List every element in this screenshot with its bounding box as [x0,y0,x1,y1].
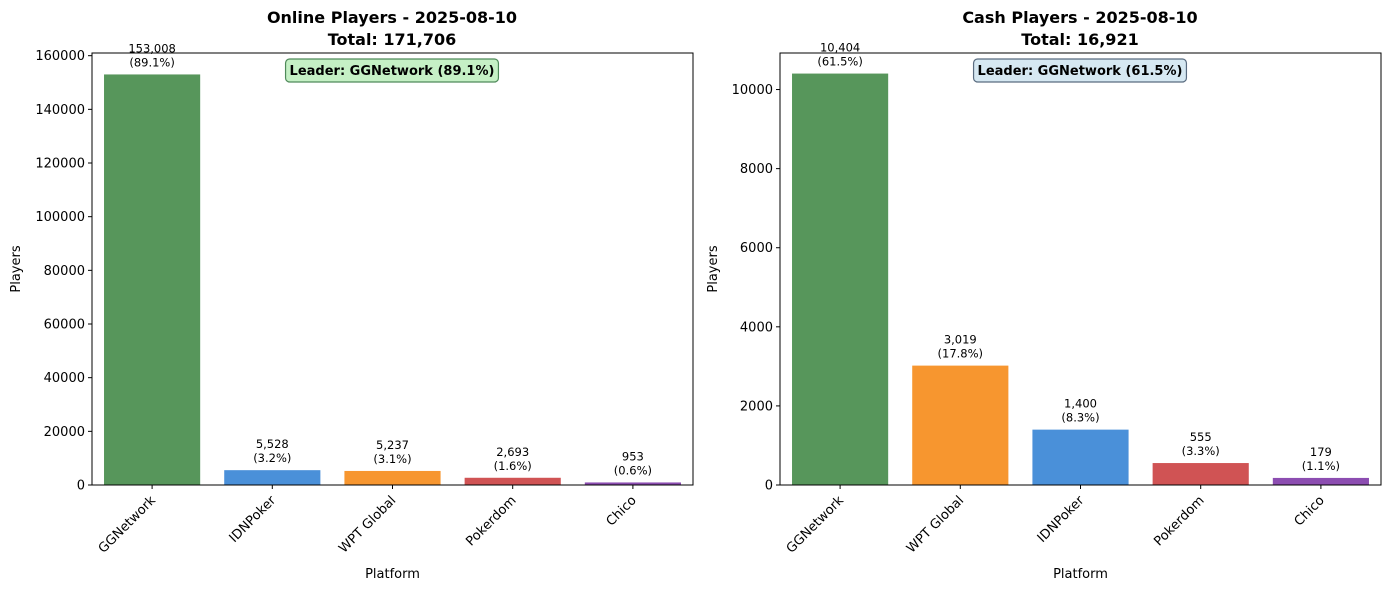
chart2-leader-box [972,58,1188,83]
chart1-pct-label-pokerdom: (1.6%) [494,459,532,473]
chart1-ytick-label-140000: 140000 [35,103,85,118]
chart1-value-label-wpt-global: 5,237 [376,438,409,452]
chart2-value-label-idnpoker: 1,400 [1064,397,1097,411]
chart2-x-axis-label: Platform [1053,567,1108,582]
chart2-y-axis-label: Players [706,245,721,292]
chart2-value-label-ggnetwork: 10,404 [820,41,860,55]
chart2-ytick-label-6000: 6000 [740,241,773,256]
chart1-ytick-label-0: 0 [77,479,85,494]
chart2-pct-label-idnpoker: (8.3%) [1061,411,1099,425]
chart2-title: Cash Players - 2025-08-10 [962,8,1197,27]
chart1-ytick-label-120000: 120000 [35,157,85,172]
chart1-leader-box [284,58,500,83]
chart1-pct-label-ggnetwork: (89.1%) [129,55,175,69]
chart2-value-label-pokerdom: 555 [1190,430,1212,444]
chart1-xtick-label-chico: Chico [604,493,640,529]
chart1-value-label-idnpoker: 5,528 [256,437,289,451]
chart1-pct-label-chico: (0.6%) [614,463,652,477]
chart1-ytick-label-100000: 100000 [35,210,85,225]
chart2-pct-label-wpt-global: (17.8%) [938,347,984,361]
chart2-ytick-label-2000: 2000 [740,399,773,414]
chart1-x-axis-label: Platform [365,567,420,582]
chart2-pct-label-ggnetwork: (61.5%) [817,55,863,69]
chart1-ytick-label-40000: 40000 [44,371,85,386]
chart2-xtick-label-wpt-global: WPT Global [904,493,967,556]
chart1-bar-pokerdom [464,477,561,485]
chart2-xtick-label-ggnetwork: GGNetwork [784,493,848,557]
chart2-bar-ggnetwork [792,73,889,485]
chart1-plot-frame [91,52,694,486]
chart2-bar-wpt-global [912,365,1009,485]
chart1-bar-wpt-global [344,470,441,485]
chart2-leader-annotation: Leader: GGNetwork (61.5%) [978,64,1183,79]
chart1-leader-annotation: Leader: GGNetwork (89.1%) [290,64,495,79]
chart1-pct-label-wpt-global: (3.1%) [373,452,411,466]
chart1-ytick-label-160000: 160000 [35,49,85,64]
chart1-xtick-label-ggnetwork: GGNetwork [96,493,160,557]
chart2-bar-idnpoker [1032,429,1129,485]
chart1-value-label-ggnetwork: 153,008 [128,41,176,55]
chart1-value-label-chico: 953 [622,449,644,463]
chart1-xtick-label-idnpoker: IDNPoker [227,493,280,546]
chart1-bar-ggnetwork [104,74,201,486]
chart2-ytick-label-4000: 4000 [740,320,773,335]
chart2-pct-label-pokerdom: (3.3%) [1182,444,1220,458]
chart2-ytick-label-10000: 10000 [732,83,773,98]
chart1-xtick-label-wpt-global: WPT Global [336,493,399,556]
chart2-ytick-label-8000: 8000 [740,162,773,177]
chart2-value-label-chico: 179 [1310,445,1332,459]
chart1-ytick-label-20000: 20000 [44,425,85,440]
chart1-y-axis-label: Players [9,245,24,292]
chart1-bar-idnpoker [224,470,321,485]
chart2-ytick-label-0: 0 [765,479,773,494]
chart2-xtick-label-idnpoker: IDNPoker [1035,493,1088,546]
chart1-pct-label-idnpoker: (3.2%) [253,451,291,465]
online-players-chart: Online Players - 2025-08-10 Total: 171,70… [9,8,694,582]
chart2-subtitle: Total: 16,921 [1021,30,1138,49]
chart2-value-label-wpt-global: 3,019 [944,333,977,347]
chart2-xtick-label-pokerdom: Pokerdom [1151,493,1207,549]
chart2-bar-pokerdom [1152,463,1249,485]
chart1-bar-chico [584,482,681,485]
cash-players-chart: Cash Players - 2025-08-10 Total: 16,921 10… [706,8,1382,582]
chart2-plot-frame [779,52,1382,486]
chart1-title: Online Players - 2025-08-10 [267,8,517,27]
chart2-pct-label-chico: (1.1%) [1302,459,1340,473]
chart2-bar-chico [1272,477,1369,485]
chart1-xtick-label-pokerdom: Pokerdom [463,493,519,549]
chart1-ytick-label-80000: 80000 [44,264,85,279]
chart1-subtitle: Total: 171,706 [328,30,457,49]
chart1-ytick-label-60000: 60000 [44,318,85,333]
chart1-value-label-pokerdom: 2,693 [496,445,529,459]
chart2-xtick-label-chico: Chico [1292,493,1328,529]
